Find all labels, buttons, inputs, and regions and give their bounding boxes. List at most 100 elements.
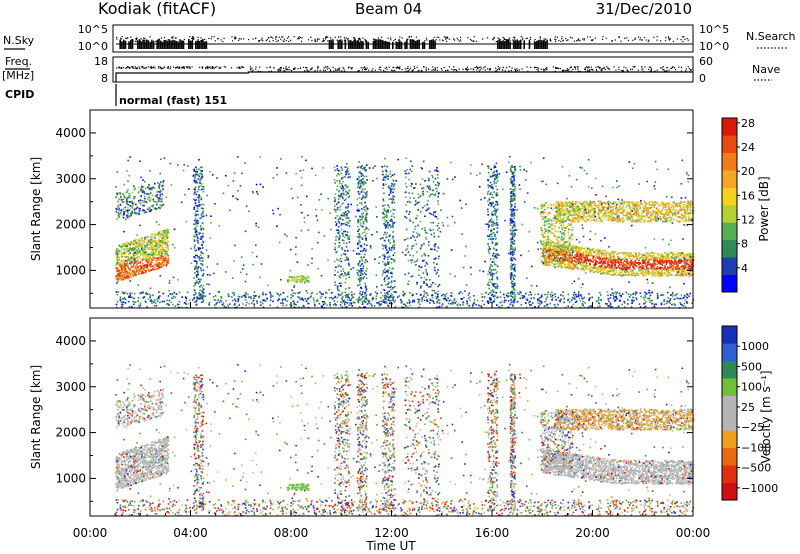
nave-point [407, 66, 409, 68]
noise-sky-point [151, 39, 153, 41]
power-point [125, 202, 128, 205]
power-point [117, 274, 120, 277]
power-point [166, 237, 169, 240]
power-point [362, 184, 365, 186]
power-point [416, 258, 419, 261]
power-point [360, 267, 362, 270]
power-point [389, 234, 391, 236]
power-point [491, 212, 494, 215]
nave-point [306, 69, 308, 71]
noise-search-bar [395, 41, 398, 49]
noise-sky-point [121, 36, 123, 38]
power-point [511, 231, 514, 233]
power-point [513, 179, 516, 181]
nave-point [569, 67, 571, 69]
power-point [597, 262, 600, 265]
power-point [388, 220, 391, 222]
power-point [407, 280, 410, 283]
power-point [487, 167, 490, 170]
noise-sky-point [556, 36, 558, 38]
power-point [546, 263, 548, 266]
noise-search-bar [381, 40, 384, 49]
noise-sky-point [214, 40, 216, 42]
power-point [555, 265, 558, 268]
power-point [511, 204, 513, 206]
noise-sky-point [415, 36, 417, 38]
power-point [121, 200, 124, 203]
power-point [393, 244, 396, 246]
power-point [134, 265, 137, 267]
nave-point [310, 68, 312, 70]
power-point [198, 233, 201, 235]
power-point [199, 238, 202, 241]
power-point [568, 246, 570, 249]
power-point [345, 184, 347, 186]
power-point [202, 188, 205, 190]
power-point [496, 208, 499, 211]
power-point [158, 262, 161, 264]
power-point [511, 195, 513, 197]
power-point [194, 256, 196, 259]
nave-point [672, 66, 674, 69]
power-point [412, 221, 414, 224]
power-point [432, 214, 435, 216]
nave-point [268, 70, 270, 73]
power-point [302, 275, 305, 277]
power-point [166, 244, 169, 247]
power-point [513, 193, 516, 196]
power-point [493, 165, 496, 167]
nave-point [310, 69, 312, 71]
noise-sky-point [660, 40, 662, 42]
power-point [143, 255, 146, 258]
power-point [333, 260, 336, 263]
power-point [345, 213, 347, 216]
power-point [153, 187, 156, 190]
power-point [357, 219, 360, 222]
power-point [385, 284, 387, 286]
power-point [134, 254, 137, 257]
nave-point [212, 66, 214, 68]
power-point [689, 253, 692, 255]
noise-sky-point [669, 38, 671, 40]
power-point [597, 255, 600, 258]
power-point [340, 254, 343, 257]
power-point [195, 222, 198, 224]
power-point [408, 172, 410, 175]
noise-sky-point [197, 39, 199, 41]
nave-point [282, 67, 285, 70]
power-point [382, 212, 384, 214]
power-point [408, 218, 411, 221]
power-point [555, 248, 558, 250]
power-point [514, 185, 516, 188]
power-point [131, 260, 134, 263]
power-point [150, 187, 152, 189]
noise-sky-point [115, 36, 118, 38]
power-point [146, 255, 148, 257]
nave-point [399, 66, 401, 68]
noise-sky-point [191, 37, 193, 39]
power-point [334, 217, 337, 219]
power-point [607, 260, 610, 263]
nave-point [317, 67, 319, 69]
power-point [134, 187, 136, 189]
power-point [358, 171, 360, 174]
power-point [299, 281, 302, 284]
power-point [511, 266, 513, 269]
power-point [428, 286, 430, 288]
power-point [334, 169, 337, 172]
nave-point [566, 68, 568, 70]
power-point [487, 208, 489, 211]
power-point [133, 256, 135, 259]
power-point [127, 264, 129, 266]
nave-point [607, 67, 609, 69]
power-point [622, 268, 624, 270]
nave-right-tick-bottom: 0 [699, 72, 706, 85]
power-point [116, 248, 119, 251]
power-point [391, 237, 394, 240]
power-point [431, 174, 433, 177]
power-point [437, 195, 439, 198]
power-point [590, 270, 592, 272]
noise-sky-point [287, 36, 290, 38]
noise-search-bar [128, 41, 130, 49]
power-point [138, 250, 141, 252]
